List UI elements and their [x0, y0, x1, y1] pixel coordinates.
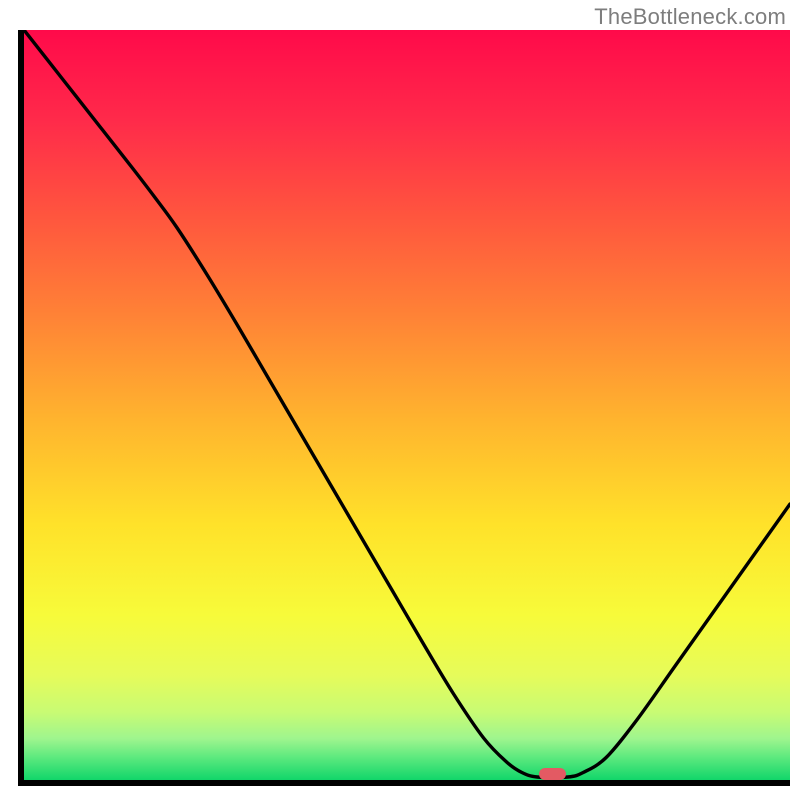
plot-area	[18, 30, 790, 786]
chart-stage: TheBottleneck.com	[0, 0, 800, 800]
watermark-text: TheBottleneck.com	[594, 4, 786, 30]
heat-gradient	[24, 30, 790, 780]
